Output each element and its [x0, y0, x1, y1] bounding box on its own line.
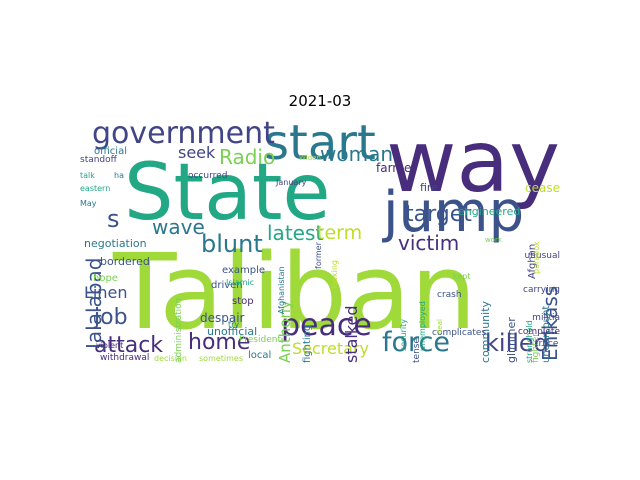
word-ha: ha [114, 171, 124, 180]
word-eastern: eastern [80, 184, 111, 193]
word-local: local [248, 350, 272, 361]
word-radio: Radio [219, 145, 276, 169]
word-occurred: occurred [188, 171, 228, 181]
word-official: official [94, 146, 127, 157]
word-truce: truce [535, 339, 559, 349]
word-glimmer: glimmer [505, 317, 518, 363]
word-try: try [228, 320, 240, 329]
word-s: s [107, 205, 120, 233]
word-january: January [276, 178, 307, 187]
word-peace: peace [281, 308, 372, 343]
figure-title: 2021-03 [288, 92, 352, 110]
word-sometimes: sometimes [199, 354, 244, 363]
word-cloud: Taliban State way jump start government peace f… [80, 119, 560, 363]
word-negotiation: negotiation [84, 237, 147, 250]
word-complicates: complicates [432, 328, 487, 338]
word-stop: stop [232, 296, 254, 307]
word-latest: latest [267, 221, 324, 245]
word-blunt: blunt [201, 230, 263, 258]
word-crash: crash [437, 290, 462, 300]
word-deal: deal [436, 319, 444, 334]
word-target: target [405, 202, 472, 227]
word-engineered: engineered [458, 205, 521, 218]
word-start: start [264, 119, 376, 171]
word-killed: killed [485, 329, 549, 357]
word-talk: talk [80, 171, 95, 180]
word-carrying: carrying [523, 285, 560, 295]
word-president: President [239, 335, 281, 345]
word-attack: attack [94, 333, 164, 358]
word-may: May [80, 199, 97, 208]
word-unusual: unusual [524, 251, 560, 261]
word-linen: Linen [84, 283, 128, 302]
word-driven: driven [211, 280, 243, 291]
word-seek: seek [178, 143, 216, 162]
word-term: term [317, 222, 363, 244]
word-woman: woman [320, 142, 394, 166]
word-example: example [222, 265, 266, 276]
word-job: job [94, 305, 128, 330]
word-widen: Widen [299, 154, 321, 162]
word-islamic: Islamic [226, 278, 255, 287]
word-way: way [386, 119, 560, 212]
word-fire: fire [420, 181, 438, 194]
word-administration: administration [174, 297, 184, 363]
word-jump: jump [383, 180, 525, 245]
word-work: work [485, 236, 502, 244]
word-despair: despair [200, 311, 245, 325]
word-kept: kept [453, 272, 471, 281]
word-farmer: farmer [376, 161, 417, 175]
word-government: government [92, 119, 275, 151]
word-standoff: standoff [80, 155, 117, 165]
word-home: home [188, 330, 251, 355]
word-unemployed: unemployed [418, 301, 427, 351]
word-secretary: Secretary [292, 339, 369, 358]
word-afghanistan: Afghanistan [277, 266, 286, 314]
word-looking: looking [330, 259, 339, 289]
word-taliban: Taliban [113, 231, 477, 353]
word-decision: decision [154, 354, 187, 363]
word-former: former [314, 242, 323, 269]
word-violent: violent [96, 341, 124, 350]
word-complete: complete [517, 327, 560, 337]
word-withdrawal: withdrawal [100, 353, 150, 363]
word-paradox: paradox [532, 241, 541, 274]
word-state: State [124, 148, 331, 238]
word-security: security [399, 319, 408, 351]
word-jalalabad: Jalalabad [82, 257, 106, 349]
word-hope: hope [93, 273, 118, 284]
word-militia: militia [532, 313, 560, 323]
word-bordered: bordered [100, 255, 150, 268]
word-victim: victim [398, 231, 460, 255]
word-fighting: fighting [302, 324, 313, 363]
word-cease: cease [525, 181, 560, 195]
word-wave: wave [152, 215, 205, 239]
word-unofficial: unofficial [207, 325, 258, 338]
word-stalked: stalked [342, 305, 361, 363]
word-force: force [382, 327, 450, 358]
